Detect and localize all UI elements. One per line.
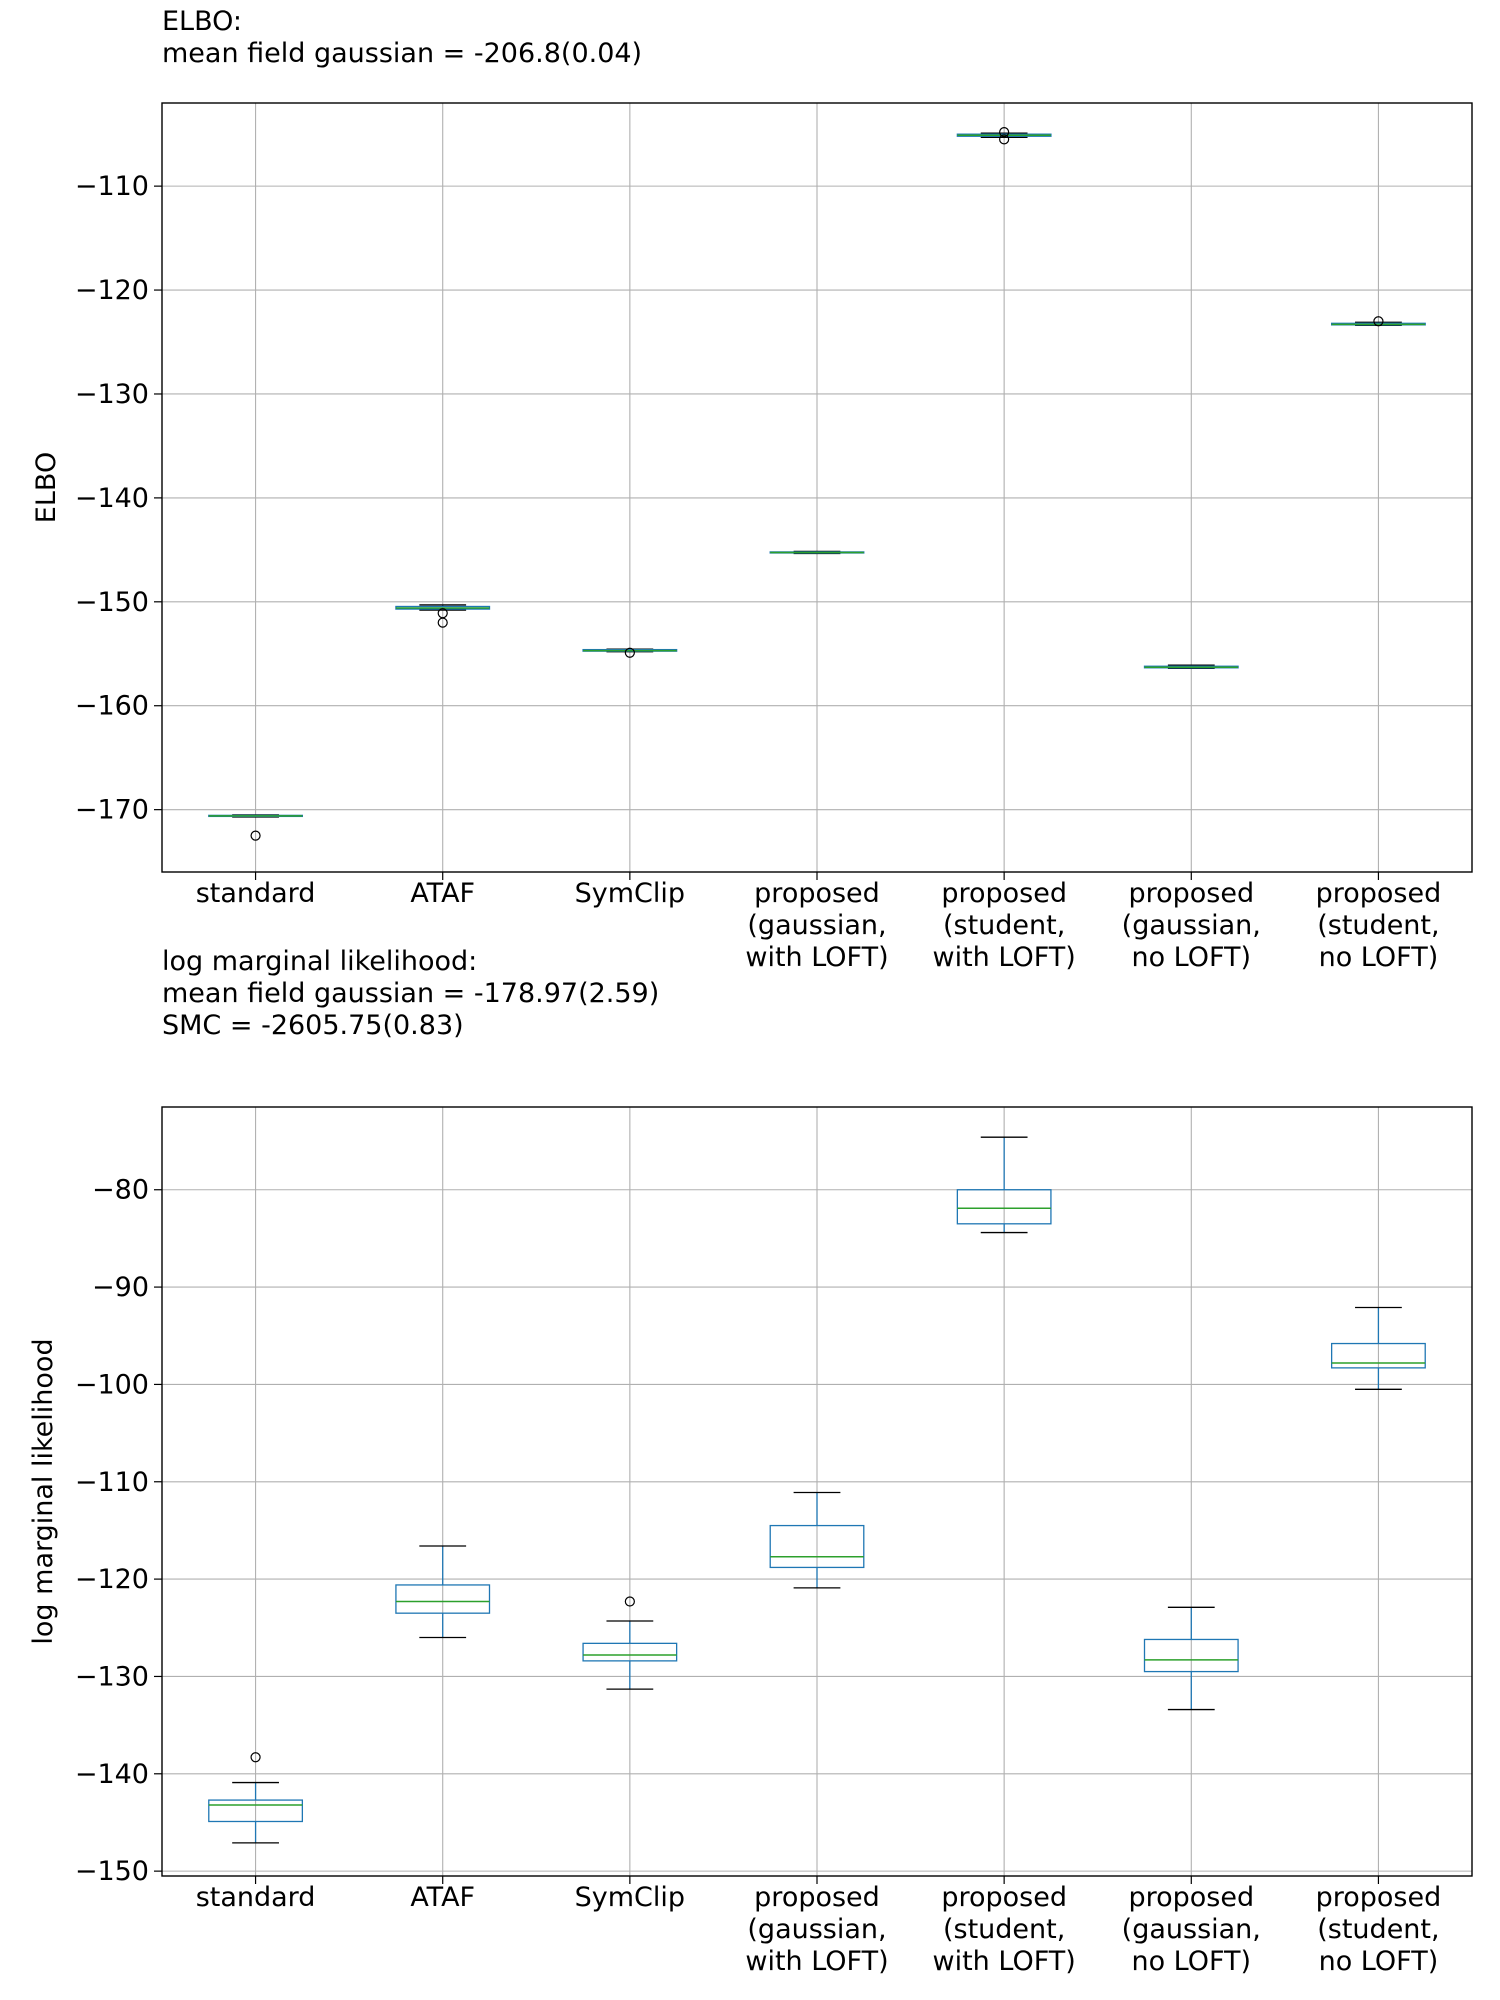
x-tick-label: (student, — [1317, 910, 1439, 941]
box-group — [1330, 1306, 1426, 1390]
x-tick-label: proposed — [754, 878, 880, 909]
x-tick-label: (gaussian, — [1122, 910, 1261, 941]
box-group — [769, 1491, 865, 1589]
y-tick-label: −130 — [75, 1661, 149, 1692]
iqr-box — [1330, 1342, 1426, 1369]
x-tick-label: (student, — [943, 910, 1065, 941]
box-group — [769, 550, 865, 555]
box-group — [1330, 316, 1426, 327]
box-group — [395, 1545, 491, 1639]
x-tick-label: (student, — [943, 1914, 1065, 1945]
x-tick-label: proposed — [941, 878, 1067, 909]
y-tick-label: −130 — [75, 379, 149, 410]
box-group — [1143, 664, 1239, 669]
x-tick-label: proposed — [1128, 878, 1254, 909]
box-group — [208, 1752, 304, 1844]
x-tick-label: with LOFT) — [933, 942, 1076, 973]
x-tick-label: proposed — [1316, 1882, 1442, 1913]
box-group — [208, 814, 304, 841]
box-group — [582, 1596, 678, 1690]
y-axis-label: log marginal likelihood — [28, 1338, 59, 1644]
outlier-point — [999, 134, 1010, 145]
y-tick-label: −100 — [75, 1369, 149, 1400]
elbo-panel: ELBO:mean field gaussian = -206.8(0.04) −… — [31, 6, 1473, 973]
y-tick-label: −150 — [75, 1856, 149, 1887]
y-tick-label: −140 — [75, 1759, 149, 1790]
box-group — [956, 1136, 1052, 1234]
iqr-box — [395, 1584, 491, 1614]
chart-title-line: log marginal likelihood: — [162, 946, 477, 977]
chart-title-line: mean field gaussian = -206.8(0.04) — [162, 38, 642, 69]
x-tick-label: proposed — [754, 1882, 880, 1913]
chart-title-line: SMC = -2605.75(0.83) — [162, 1010, 464, 1041]
y-tick-label: −120 — [75, 1564, 149, 1595]
x-tick-label: with LOFT) — [745, 942, 888, 973]
y-tick-label: −80 — [92, 1175, 149, 1206]
y-tick-label: −150 — [75, 587, 149, 618]
x-tick-label: proposed — [1316, 878, 1442, 909]
chart-title-line: ELBO: — [162, 6, 242, 37]
x-tick-label: no LOFT) — [1131, 1946, 1251, 1977]
x-tick-label: (gaussian, — [747, 1914, 886, 1945]
outlier-point — [437, 617, 448, 628]
log-marginal-likelihood-panel: log marginal likelihood:mean field gauss… — [28, 946, 1473, 1977]
outlier-point — [999, 126, 1010, 138]
x-tick-label: with LOFT) — [745, 1946, 888, 1977]
y-tick-label: −160 — [75, 691, 149, 722]
iqr-box — [769, 1524, 865, 1569]
outlier-point — [250, 1752, 261, 1763]
x-tick-label: proposed — [941, 1882, 1067, 1913]
outlier-point — [624, 1596, 635, 1607]
outlier-point — [1373, 316, 1384, 327]
x-tick-label: (gaussian, — [747, 910, 886, 941]
outlier-point — [250, 830, 261, 841]
x-tick-label: with LOFT) — [933, 1946, 1076, 1977]
x-tick-label: no LOFT) — [1319, 942, 1439, 973]
iqr-box — [1143, 1638, 1239, 1673]
y-tick-label: −110 — [75, 1467, 149, 1498]
iqr-box — [582, 1642, 678, 1662]
x-tick-label: standard — [196, 878, 316, 909]
x-tick-label: ATAF — [410, 1882, 475, 1913]
outlier-point — [624, 647, 635, 658]
box-group — [956, 126, 1052, 145]
x-tick-label: proposed — [1128, 1882, 1254, 1913]
x-tick-label: (gaussian, — [1122, 1914, 1261, 1945]
box-group — [1143, 1606, 1239, 1711]
x-tick-label: no LOFT) — [1319, 1946, 1439, 1977]
iqr-box — [956, 1189, 1052, 1225]
x-tick-label: (student, — [1317, 1914, 1439, 1945]
x-tick-label: SymClip — [575, 878, 685, 909]
y-tick-label: −120 — [75, 275, 149, 306]
x-tick-label: standard — [196, 1882, 316, 1913]
x-tick-label: SymClip — [575, 1882, 685, 1913]
box-group — [582, 647, 678, 658]
y-tick-label: −140 — [75, 483, 149, 514]
x-tick-label: ATAF — [410, 878, 475, 909]
y-tick-label: −170 — [75, 795, 149, 826]
box-group — [395, 604, 491, 628]
y-tick-label: −110 — [75, 171, 149, 202]
y-tick-label: −90 — [92, 1272, 149, 1303]
iqr-box — [208, 1799, 304, 1823]
chart-title-line: mean field gaussian = -178.97(2.59) — [162, 978, 659, 1009]
x-tick-label: no LOFT) — [1131, 942, 1251, 973]
y-axis-label: ELBO — [31, 452, 62, 523]
